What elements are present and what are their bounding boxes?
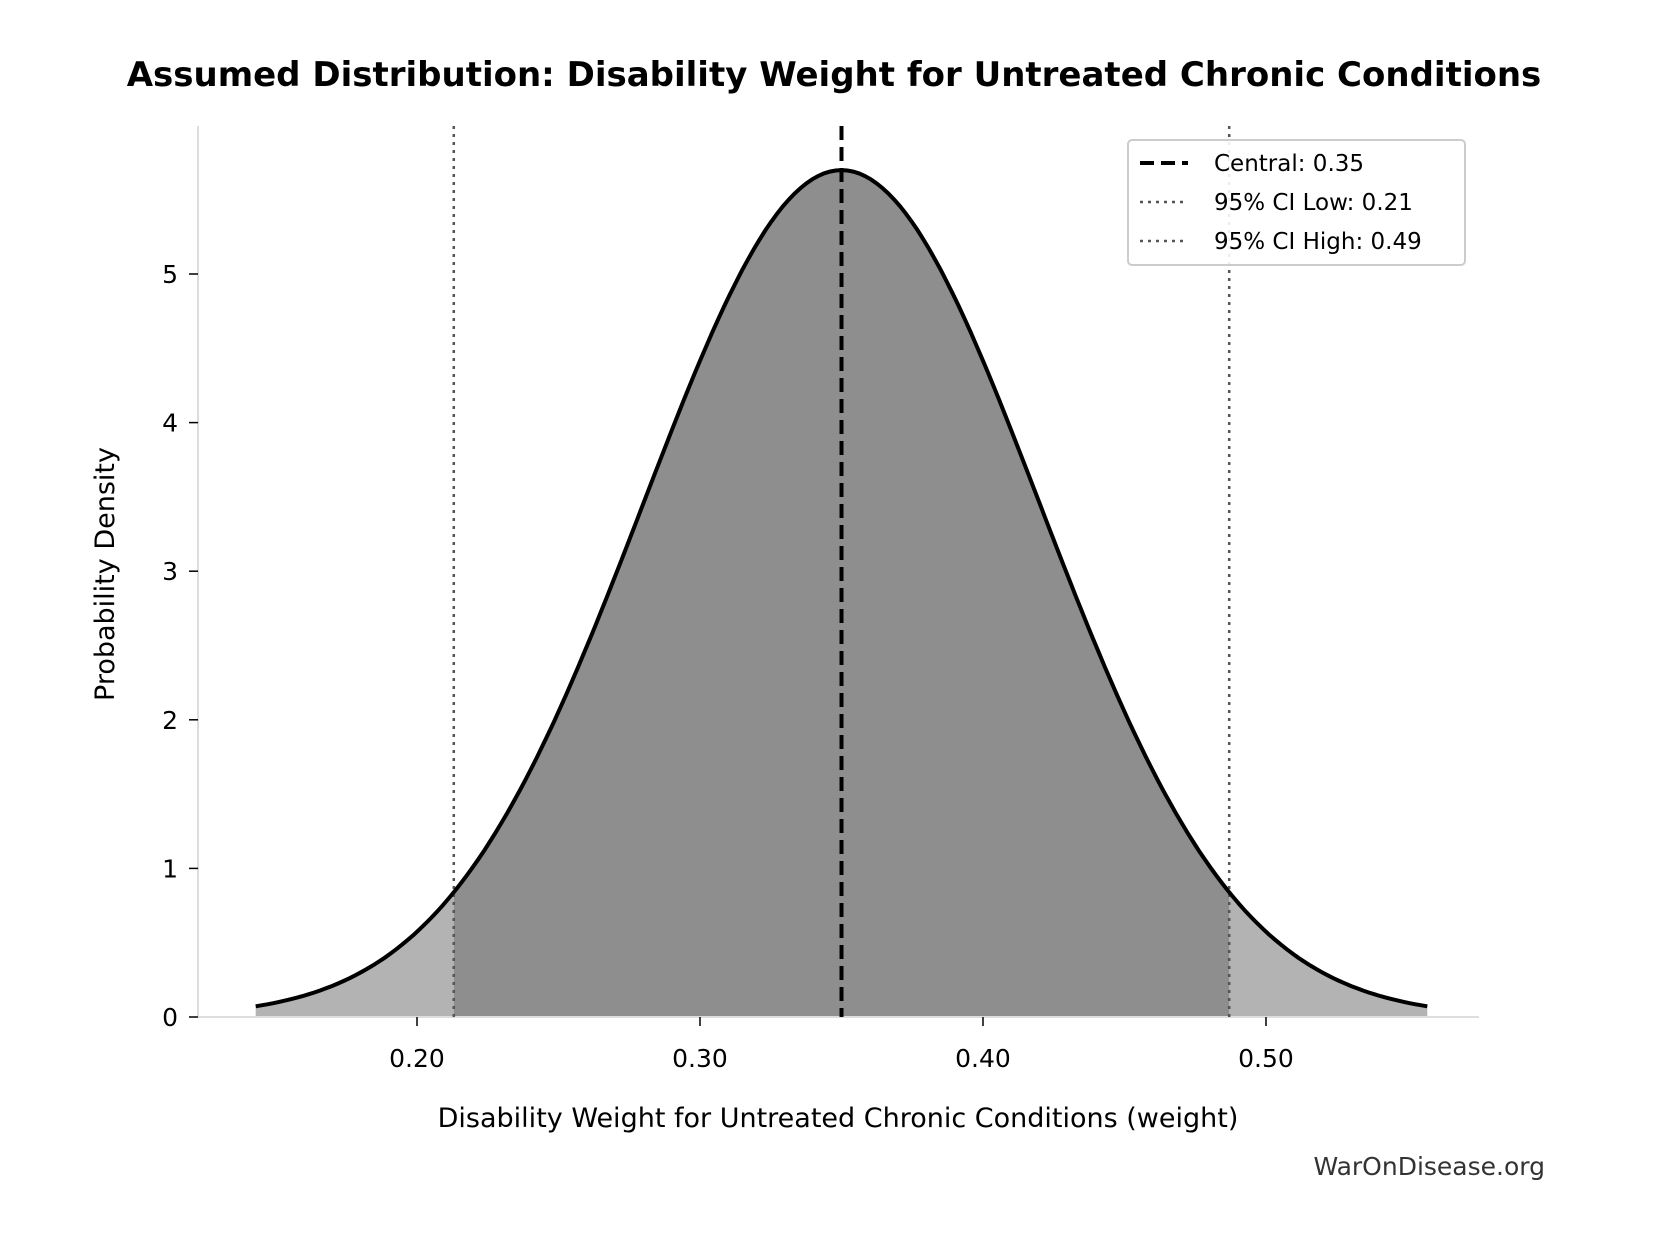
x-tick-label: 0.20 bbox=[389, 1044, 445, 1073]
legend-box bbox=[1127, 139, 1466, 266]
density-curve bbox=[255, 168, 1428, 1009]
chart-title: Assumed Distribution: Disability Weight … bbox=[127, 55, 1542, 95]
y-tick-label: 4 bbox=[162, 409, 178, 438]
y-tick-label: 3 bbox=[162, 557, 178, 586]
legend-label: 95% CI Low: 0.21 bbox=[1214, 190, 1413, 216]
legend-label: Central: 0.35 bbox=[1214, 151, 1364, 177]
plot-area: 0.20 0.30 0.40 0.50 0 1 2 3 4 5 bbox=[162, 126, 1479, 1073]
watermark: WarOnDisease.org bbox=[1313, 1152, 1545, 1181]
y-axis-label: Probability Density bbox=[90, 447, 121, 701]
x-tick-label: 0.30 bbox=[672, 1044, 728, 1073]
x-tick-label: 0.40 bbox=[955, 1044, 1011, 1073]
y-tick-label: 2 bbox=[162, 706, 178, 735]
y-tick-label: 0 bbox=[162, 1003, 178, 1032]
x-tick-label: 0.50 bbox=[1238, 1044, 1294, 1073]
y-tick-label: 1 bbox=[162, 854, 178, 883]
left-tail-area bbox=[255, 892, 454, 1017]
x-axis-label: Disability Weight for Untreated Chronic … bbox=[438, 1103, 1239, 1134]
right-tail-area bbox=[1229, 892, 1428, 1017]
y-tick-label: 5 bbox=[162, 260, 178, 289]
legend-label: 95% CI High: 0.49 bbox=[1214, 229, 1422, 255]
legend: Central: 0.35 95% CI Low: 0.21 95% CI High… bbox=[1127, 139, 1466, 266]
